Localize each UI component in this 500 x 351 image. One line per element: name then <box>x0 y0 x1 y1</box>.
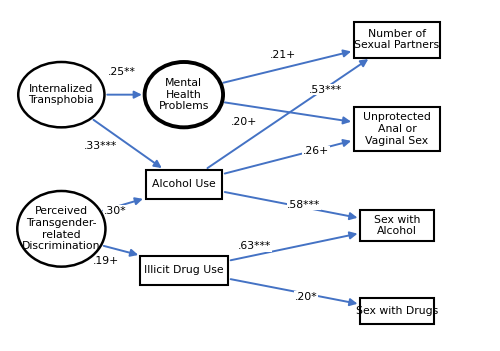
Text: .21+: .21+ <box>270 50 296 60</box>
Text: Mental
Health
Problems: Mental Health Problems <box>158 78 209 111</box>
Text: Internalized
Transphobia: Internalized Transphobia <box>28 84 94 105</box>
Ellipse shape <box>17 191 106 267</box>
FancyBboxPatch shape <box>354 107 440 151</box>
FancyBboxPatch shape <box>146 170 222 199</box>
Text: .30*: .30* <box>104 206 126 216</box>
Text: .53***: .53*** <box>310 85 342 94</box>
Text: Sex with Drugs: Sex with Drugs <box>356 306 438 316</box>
Text: Unprotected
Anal or
Vaginal Sex: Unprotected Anal or Vaginal Sex <box>363 112 431 146</box>
Ellipse shape <box>144 62 223 127</box>
Text: .20+: .20+ <box>231 117 258 127</box>
Text: .20*: .20* <box>295 292 318 302</box>
Text: Illicit Drug Use: Illicit Drug Use <box>144 265 224 275</box>
Text: .19+: .19+ <box>94 257 120 266</box>
Ellipse shape <box>18 62 104 127</box>
FancyBboxPatch shape <box>140 256 228 285</box>
Text: Perceived
Transgender-
related
Discrimination: Perceived Transgender- related Discrimin… <box>22 206 101 251</box>
Text: Sex with
Alcohol: Sex with Alcohol <box>374 214 420 236</box>
FancyBboxPatch shape <box>354 22 440 58</box>
Text: Number of
Sexual Partners: Number of Sexual Partners <box>354 29 440 51</box>
Text: .33***: .33*** <box>84 141 117 151</box>
Text: .58***: .58*** <box>288 200 320 210</box>
Text: .26+: .26+ <box>303 146 330 157</box>
Text: .63***: .63*** <box>238 241 272 251</box>
Text: .25**: .25** <box>108 67 136 77</box>
FancyBboxPatch shape <box>360 298 434 324</box>
Text: Alcohol Use: Alcohol Use <box>152 179 216 189</box>
FancyBboxPatch shape <box>360 210 434 241</box>
